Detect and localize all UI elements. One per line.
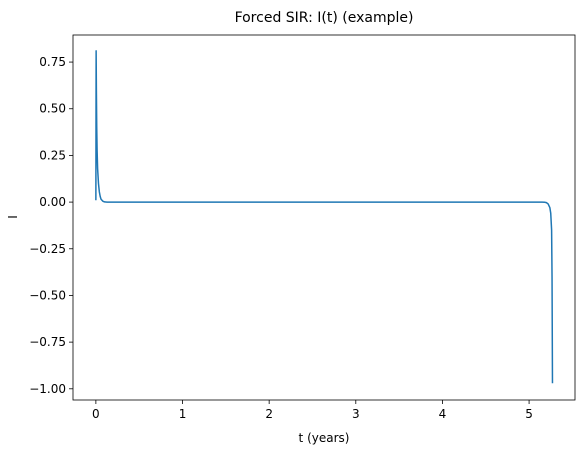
y-tick-label: −1.00 [29,382,66,396]
plot-area [73,35,575,400]
y-tick-label: 0.00 [39,195,66,209]
chart-title: Forced SIR: I(t) (example) [235,10,414,26]
x-tick-label: 5 [525,407,533,421]
x-axis-label: t (years) [299,431,350,445]
x-tick-label: 2 [265,407,273,421]
y-tick-label: 0.75 [39,55,66,69]
y-tick-label: −0.75 [29,335,66,349]
x-tick-label: 3 [352,407,360,421]
x-axis: 0 1 2 3 4 5 [92,400,533,421]
y-axis-label: I [6,215,20,219]
plot-frame [72,34,576,401]
series-line-0 [95,50,554,384]
y-tick-label: −0.25 [29,242,66,256]
series-layer [95,50,554,384]
x-tick-label: 4 [439,407,447,421]
x-tick-label: 0 [92,407,100,421]
y-tick-label: −0.50 [29,288,66,302]
y-axis: −1.00 −0.75 −0.50 −0.25 0.00 0.25 0.50 0.75 [29,55,73,396]
x-tick-label: 1 [179,407,187,421]
y-tick-label: 0.50 [39,102,66,116]
y-tick-label: 0.25 [39,148,66,162]
